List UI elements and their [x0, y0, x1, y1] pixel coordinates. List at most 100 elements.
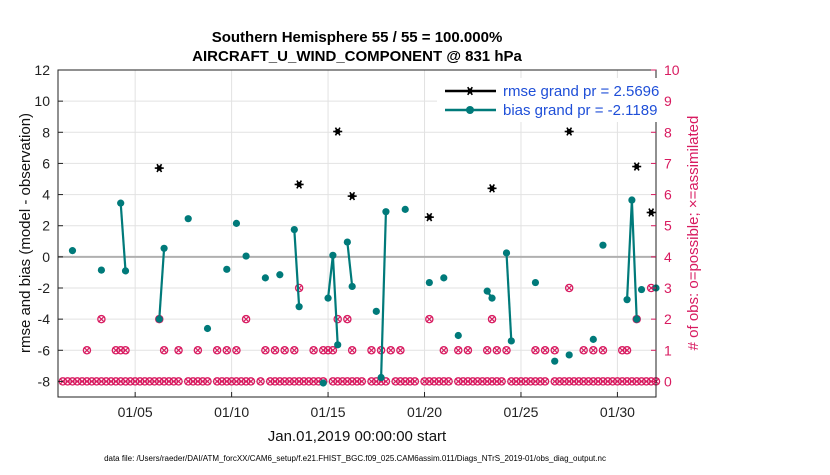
obs-possible-point: [439, 377, 449, 386]
obs-assimilated-point: [551, 346, 559, 354]
obs-assimilated-point: [194, 346, 202, 354]
obs-assimilated-ring: [347, 346, 357, 355]
bias-point: [637, 285, 646, 294]
obs-assimilated-point: [160, 346, 168, 354]
obs-possible-point: [405, 377, 415, 386]
bias-point: [121, 267, 130, 275]
obs-possible-point: [347, 377, 357, 386]
rmse-point: [154, 163, 164, 173]
obs-assimilated-point: [281, 346, 289, 354]
obs-possible-point: [598, 377, 608, 386]
obs-possible-point: [121, 377, 130, 386]
obs-possible-point: [309, 377, 318, 386]
y-right-tick-label: 6: [664, 187, 672, 203]
obs-possible-point: [372, 377, 381, 386]
obs-possible-point: [627, 377, 637, 386]
obs-assimilated-point: [348, 346, 356, 354]
bias-point: [155, 315, 163, 323]
obs-assimilated-ring: [589, 346, 598, 355]
bias-line-segment: [380, 211, 388, 378]
obs-assimilated-on-possible: [445, 378, 453, 385]
obs-possible-point: [357, 377, 367, 386]
obs-possible-point: [569, 377, 579, 386]
obs-assimilated-point: [122, 346, 129, 354]
y-tick-label: 12: [34, 62, 50, 78]
obs-possible-point: [63, 377, 72, 386]
bias-point: [160, 244, 168, 252]
obs-possible-point: [468, 377, 477, 386]
x-axis-label: Jan.01,2019 00:00:00 start: [268, 428, 447, 445]
bias-point: [488, 294, 496, 302]
obs-possible-point: [92, 377, 101, 386]
obs-assimilated-ring: [111, 346, 121, 355]
bias-line-segment: [293, 229, 301, 307]
obs-possible-point: [140, 377, 150, 386]
bias-point: [382, 208, 390, 216]
y-right-tick-label: 1: [664, 342, 672, 358]
y-right-tick-label: 5: [664, 218, 672, 234]
bias-point: [401, 205, 409, 213]
obs-assimilated-ring: [328, 346, 338, 355]
obs-possible-point: [169, 377, 178, 386]
obs-assimilated-ring: [82, 346, 92, 355]
obs-possible-point: [603, 377, 613, 386]
bias-point: [377, 373, 385, 382]
obs-possible-point: [275, 377, 285, 386]
obs-possible-point: [521, 377, 531, 386]
y-tick-label: 4: [42, 187, 50, 203]
bias-point: [68, 247, 77, 255]
y-tick-label: 6: [42, 155, 50, 171]
bias-line-segment: [158, 248, 166, 320]
rmse-point: [632, 162, 642, 171]
obs-possible-point: [642, 377, 651, 386]
bias-point: [276, 271, 284, 279]
bias-point: [329, 251, 337, 259]
bias-point: [232, 219, 241, 227]
obs-possible-point: [270, 377, 280, 386]
obs-possible-point: [164, 377, 174, 386]
obs-assimilated-point: [83, 346, 91, 354]
obs-possible-point: [241, 377, 251, 386]
obs-assimilated-on-possible: [541, 378, 549, 385]
bias-point: [203, 324, 212, 333]
obs-possible-point: [492, 377, 502, 386]
obs-possible-point: [232, 377, 241, 386]
obs-possible-point: [560, 377, 569, 386]
bias-point: [628, 196, 636, 204]
rmse-point: [347, 191, 357, 201]
obs-assimilated-point: [290, 346, 298, 354]
bias-point: [184, 215, 192, 223]
y-tick-label: -4: [38, 311, 51, 327]
obs-possible-point: [68, 377, 77, 386]
bias-point: [334, 341, 342, 349]
obs-assimilated-ring: [116, 346, 125, 355]
y-tick-label: 10: [34, 93, 50, 109]
obs-possible-point: [246, 377, 256, 386]
obs-assimilated-ring: [280, 346, 289, 355]
obs-possible-point: [294, 377, 304, 386]
bias-point: [319, 379, 327, 387]
y-tick-label: 2: [42, 218, 50, 234]
bias-point: [551, 357, 559, 365]
y-tick-label: -2: [38, 280, 51, 296]
bias-point: [483, 287, 491, 295]
x-tick-label: 01/20: [407, 404, 442, 420]
obs-possible-point: [381, 377, 391, 386]
obs-assimilated-point: [483, 346, 491, 354]
obs-assimilated-ring: [121, 346, 130, 355]
plot-frame: [57, 69, 657, 398]
obs-assimilated-point: [223, 346, 231, 354]
obs-possible-point: [193, 377, 203, 386]
obs-possible-point: [212, 377, 222, 386]
obs-possible-point: [343, 377, 352, 386]
obs-assimilated-ring: [367, 346, 376, 355]
rmse-point: [294, 180, 304, 189]
obs-possible-point: [367, 377, 376, 386]
obs-possible-point: [589, 377, 598, 386]
obs-possible-point: [237, 377, 246, 386]
x-tick-label: 01/30: [600, 404, 635, 420]
obs-assimilated-ring: [425, 314, 434, 324]
obs-assimilated-point: [396, 346, 404, 354]
bias-point: [261, 274, 269, 282]
